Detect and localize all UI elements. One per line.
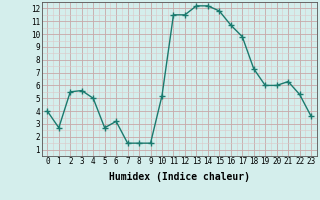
X-axis label: Humidex (Indice chaleur): Humidex (Indice chaleur)	[109, 172, 250, 182]
